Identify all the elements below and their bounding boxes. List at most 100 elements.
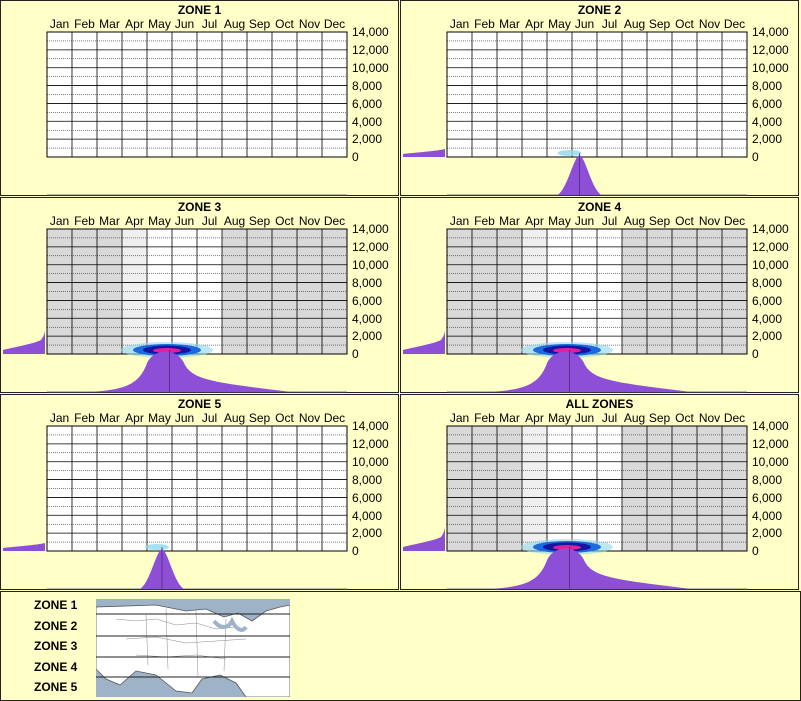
month-tick-label: May bbox=[148, 411, 171, 425]
month-tick-label: Dec bbox=[323, 17, 346, 31]
elevation-tick-label: 12,000 bbox=[752, 436, 789, 451]
month-axis: Jan Feb Mar Apr May Jun Jul Aug Sep Oct Nov Dec bbox=[447, 17, 747, 31]
elevation-profile bbox=[3, 330, 45, 354]
month-tick-label: Mar bbox=[499, 214, 520, 228]
month-tick-label: Jan bbox=[449, 17, 470, 31]
elevation-tick-label: 8,000 bbox=[752, 472, 783, 487]
month-tick-label: Sep bbox=[248, 411, 271, 425]
seasonal-profile bbox=[487, 351, 692, 392]
legend-zone-label: ZONE 4 bbox=[34, 659, 78, 674]
month-tick-label: Apr bbox=[125, 214, 144, 228]
elevation-tick-label: 6,000 bbox=[752, 96, 783, 111]
month-tick-label: Jan bbox=[49, 411, 70, 425]
legend-zone-label: ZONE 1 bbox=[34, 598, 78, 612]
month-tick-label: Jul bbox=[601, 214, 618, 228]
elevation-tick-label: 14,000 bbox=[352, 419, 389, 433]
month-tick-label: Aug bbox=[223, 17, 246, 31]
panel-plot bbox=[403, 31, 748, 196]
month-tick-label: Feb bbox=[474, 411, 495, 425]
elevation-tick-label: 12,000 bbox=[752, 239, 789, 254]
month-tick-label: Oct bbox=[675, 411, 694, 425]
elevation-tick-label: 2,000 bbox=[352, 132, 383, 147]
month-axis: Jan Feb Mar Apr May Jun Jul Aug Sep Oct Nov Dec bbox=[447, 411, 747, 425]
month-tick-label: Jan bbox=[449, 214, 470, 228]
elevation-tick-label: 12,000 bbox=[352, 436, 389, 451]
month-tick-label: Oct bbox=[675, 214, 694, 228]
month-tick-label: May bbox=[148, 17, 171, 31]
month-tick-label: Dec bbox=[323, 214, 346, 228]
month-tick-label: Feb bbox=[474, 17, 495, 31]
heat-mark bbox=[553, 348, 581, 353]
month-tick-label: May bbox=[548, 411, 571, 425]
elevation-tick-label: 2,000 bbox=[752, 329, 783, 344]
month-tick-label: Feb bbox=[74, 17, 95, 31]
seasonal-profile bbox=[487, 548, 692, 589]
month-tick-label: Jul bbox=[601, 17, 618, 31]
elevation-tick-label: 12,000 bbox=[352, 42, 389, 57]
month-tick-label: Aug bbox=[223, 214, 246, 228]
heat-mark bbox=[557, 150, 582, 156]
elevation-tick-label: 2,000 bbox=[352, 526, 383, 541]
month-tick-label: Apr bbox=[525, 17, 544, 31]
elevation-tick-label: 6,000 bbox=[352, 96, 383, 111]
month-tick-label: Aug bbox=[223, 411, 246, 425]
month-tick-label: Mar bbox=[99, 17, 120, 31]
elevation-tick-label: 8,000 bbox=[352, 78, 383, 93]
panel-zone-1: ZONE 1 Jan Feb Mar Apr May Jun Jul Aug Sep Oct Nov D… bbox=[0, 0, 399, 196]
legend-zone-label: ZONE 5 bbox=[34, 680, 78, 694]
month-tick-label: Jul bbox=[201, 411, 218, 425]
panel-zone-2: ZONE 2 Jan Feb Mar Apr May Jun Jul Aug Sep Oct Nov D… bbox=[400, 0, 799, 196]
month-tick-label: Mar bbox=[99, 214, 120, 228]
elevation-tick-label: 0 bbox=[752, 150, 759, 165]
elevation-profile bbox=[403, 527, 445, 551]
month-tick-label: Oct bbox=[275, 17, 294, 31]
month-axis: Jan Feb Mar Apr May Jun Jul Aug Sep Oct Nov Dec bbox=[447, 214, 747, 228]
elevation-tick-label: 8,000 bbox=[752, 275, 783, 290]
elevation-tick-label: 12,000 bbox=[752, 42, 789, 57]
legend-zone-label: ZONE 3 bbox=[34, 639, 78, 653]
elevation-tick-label: 8,000 bbox=[352, 275, 383, 290]
month-tick-label: Nov bbox=[298, 17, 321, 31]
month-tick-label: Sep bbox=[648, 214, 671, 228]
month-tick-label: Jul bbox=[201, 214, 218, 228]
elevation-tick-label: 6,000 bbox=[352, 293, 383, 308]
month-tick-label: Aug bbox=[623, 17, 646, 31]
elevation-tick-label: 0 bbox=[352, 544, 359, 559]
month-tick-label: Sep bbox=[648, 411, 671, 425]
elevation-tick-label: 8,000 bbox=[752, 78, 783, 93]
elevation-tick-label: 10,000 bbox=[752, 257, 789, 272]
legend-zone-label: ZONE 2 bbox=[34, 618, 78, 633]
month-tick-label: Jan bbox=[449, 411, 470, 425]
elevation-tick-label: 0 bbox=[352, 347, 359, 362]
month-axis: Jan Feb Mar Apr May Jun Jul Aug Sep Oct Nov Dec bbox=[47, 214, 347, 228]
elevation-tick-label: 14,000 bbox=[752, 419, 789, 433]
elevation-tick-label: 4,000 bbox=[352, 311, 383, 326]
panel-all-zones: ALL ZONES Jan Feb Mar Apr May Jun Jul Aug Sep Oct N… bbox=[400, 394, 799, 590]
month-tick-label: Apr bbox=[525, 214, 544, 228]
seasonal-profile bbox=[87, 351, 292, 392]
elevation-tick-label: 14,000 bbox=[352, 25, 389, 39]
month-tick-label: Jun bbox=[574, 411, 595, 425]
month-tick-label: Mar bbox=[99, 411, 120, 425]
month-tick-label: Oct bbox=[275, 214, 294, 228]
month-tick-label: Jun bbox=[174, 214, 195, 228]
month-tick-label: Aug bbox=[623, 214, 646, 228]
month-tick-label: Mar bbox=[499, 17, 520, 31]
month-tick-label: Dec bbox=[723, 17, 746, 31]
elevation-tick-label: 2,000 bbox=[752, 132, 783, 147]
month-tick-label: Oct bbox=[675, 17, 694, 31]
panel-zone-5: ZONE 5 Jan Feb Mar Apr May Jun Jul Aug Sep Oct Nov D… bbox=[0, 394, 399, 590]
panel-title: ZONE 4 bbox=[577, 200, 622, 214]
month-tick-label: Apr bbox=[125, 411, 144, 425]
month-tick-label: Dec bbox=[323, 411, 346, 425]
elevation-tick-label: 12,000 bbox=[352, 239, 389, 254]
month-tick-label: Apr bbox=[525, 411, 544, 425]
elevation-tick-label: 4,000 bbox=[752, 114, 783, 129]
month-tick-label: Nov bbox=[698, 214, 721, 228]
elevation-profile bbox=[3, 543, 45, 551]
panel-plot bbox=[403, 425, 748, 590]
elevation-tick-label: 6,000 bbox=[352, 490, 383, 505]
elevation-tick-label: 4,000 bbox=[352, 114, 383, 129]
elevation-profile bbox=[403, 149, 445, 157]
month-axis: Jan Feb Mar Apr May Jun Jul Aug Sep Oct Nov Dec bbox=[47, 411, 347, 425]
